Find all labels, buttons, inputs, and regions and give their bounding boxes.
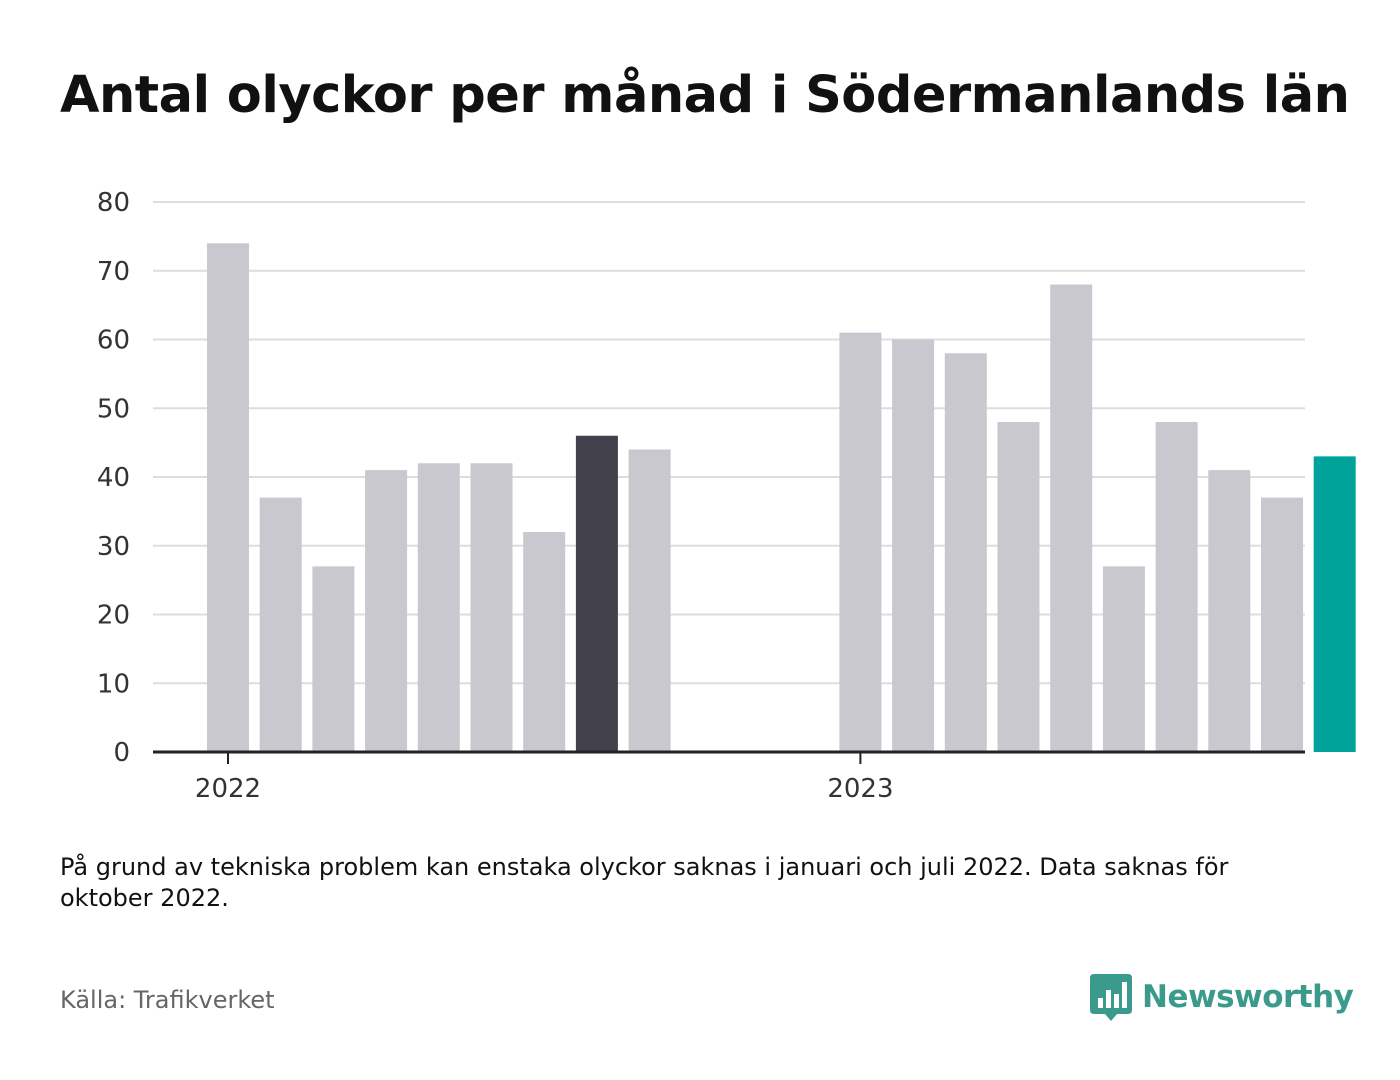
newsworthy-logo: Newsworthy <box>1090 972 1354 1022</box>
y-tick-label: 40 <box>97 463 130 493</box>
y-tick-label: 50 <box>97 394 130 424</box>
brand-name: Newsworthy <box>1142 979 1354 1015</box>
bar-2022-03 <box>312 566 355 752</box>
bar-2023-05 <box>1050 284 1093 752</box>
bar-2023-09 <box>1261 497 1303 752</box>
x-tick-label: 2022 <box>195 774 261 804</box>
labels: 0 10 20 30 40 50 60 70 80 2022 2023 <box>97 188 894 804</box>
bar-2023-01 <box>839 332 882 752</box>
y-tick-label: 10 <box>97 669 130 699</box>
bar-2023-10 <box>1313 456 1356 752</box>
bar-2022-05 <box>417 463 460 752</box>
axes <box>153 750 1305 764</box>
bar-2023-07 <box>1155 422 1198 752</box>
chart-title: Antal olyckor per månad i Södermanlands … <box>60 66 1350 125</box>
bar-2022-02 <box>259 497 302 752</box>
bar-2023-02 <box>892 339 935 752</box>
source-text: Källa: Trafikverket <box>60 986 275 1014</box>
bar-2022-04 <box>365 470 408 752</box>
x-tick-label: 2023 <box>827 774 893 804</box>
y-tick-label: 0 <box>113 738 130 768</box>
y-tick-label: 20 <box>97 601 130 631</box>
newsworthy-chart-icon <box>1090 974 1132 1021</box>
bar-2023-08 <box>1208 470 1251 752</box>
y-tick-label: 60 <box>97 326 130 356</box>
chart-note: På grund av tekniska problem kan enstaka… <box>60 853 1229 912</box>
bar-2022-09 <box>628 449 671 752</box>
y-tick-label: 80 <box>97 188 130 218</box>
bar-2023-06 <box>1102 566 1145 752</box>
y-tick-label: 70 <box>97 257 130 287</box>
bar-chart: 0 10 20 30 40 50 60 70 80 2022 2023 <box>97 188 1356 804</box>
bar-2023-04 <box>997 422 1040 752</box>
bar-2022-01 <box>207 243 249 752</box>
bar-2023-03 <box>944 353 987 752</box>
bars <box>207 243 1356 752</box>
bar-2022-06 <box>470 463 513 752</box>
bar-2022-07 <box>523 532 566 752</box>
bar-2022-08 <box>575 435 618 752</box>
y-tick-label: 30 <box>97 532 130 562</box>
